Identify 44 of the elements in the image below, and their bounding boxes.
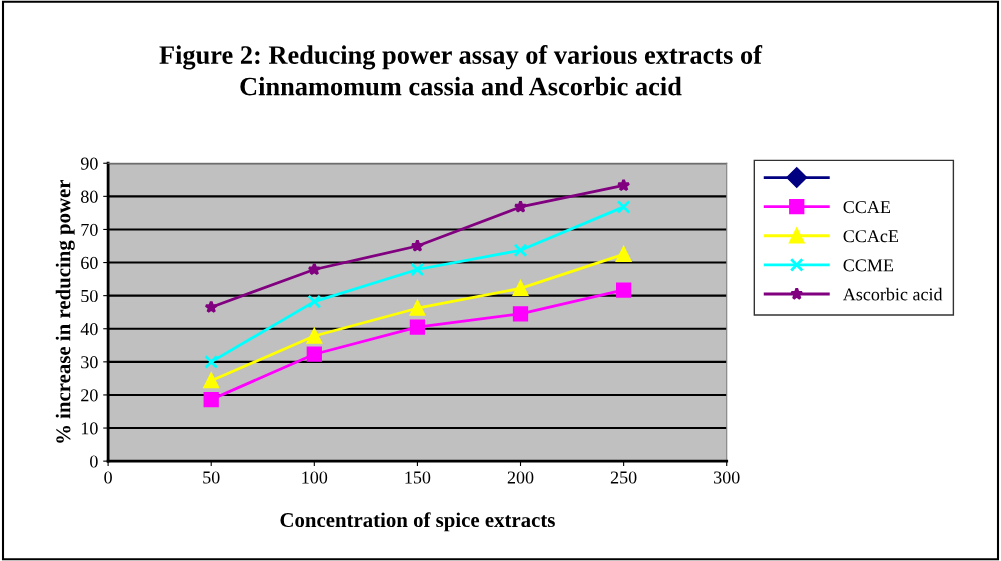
point	[306, 346, 322, 362]
x-tick-label: 250	[610, 471, 637, 484]
point	[616, 178, 631, 192]
point	[615, 282, 632, 298]
legend-label: CCME	[843, 259, 894, 272]
legend-label: Ascorbic acid	[842, 287, 943, 301]
y-tick-label: 70	[81, 223, 98, 236]
point	[616, 200, 631, 214]
x-tick-label: 200	[507, 471, 534, 484]
x-tick-label: 150	[405, 471, 431, 484]
point	[203, 391, 219, 408]
point	[307, 262, 321, 276]
point	[409, 319, 426, 335]
x-tick-label: 50	[203, 471, 220, 484]
y-tick-label: 90	[80, 157, 98, 170]
point	[615, 246, 632, 262]
y-tick-label: 30	[81, 356, 98, 369]
x-axis-title: Concentration of spice extracts	[280, 512, 555, 532]
legend-label: CCAcE	[843, 230, 899, 243]
point	[410, 239, 425, 252]
point	[409, 298, 426, 316]
point	[513, 200, 528, 213]
y-tick-label: 50	[81, 289, 98, 303]
point	[513, 243, 528, 258]
y-axis-title: % increase in reducing power	[55, 179, 75, 443]
y-tick-label: 0	[90, 455, 98, 468]
legend-label: CCAE	[843, 201, 891, 214]
y-tick-label: 80	[81, 190, 98, 203]
point	[203, 373, 219, 389]
point	[410, 262, 425, 277]
point	[306, 328, 322, 344]
point	[204, 354, 219, 369]
y-tick-label: 10	[81, 422, 98, 435]
point	[204, 300, 218, 314]
y-tick-label: 40	[80, 323, 98, 336]
chart-title: Figure 2: Reducing power assay of various extracts of Cinnamomum cassia and Ascorbic acid	[159, 45, 763, 96]
point	[512, 306, 529, 322]
x-tick-label: 100	[302, 471, 328, 484]
point	[307, 294, 322, 309]
x-tick-label: 300	[714, 471, 740, 484]
y-tick-label: 60	[81, 256, 98, 269]
point	[512, 280, 529, 297]
x-tick-label: 0	[104, 471, 112, 484]
y-tick-label: 20	[81, 389, 98, 402]
